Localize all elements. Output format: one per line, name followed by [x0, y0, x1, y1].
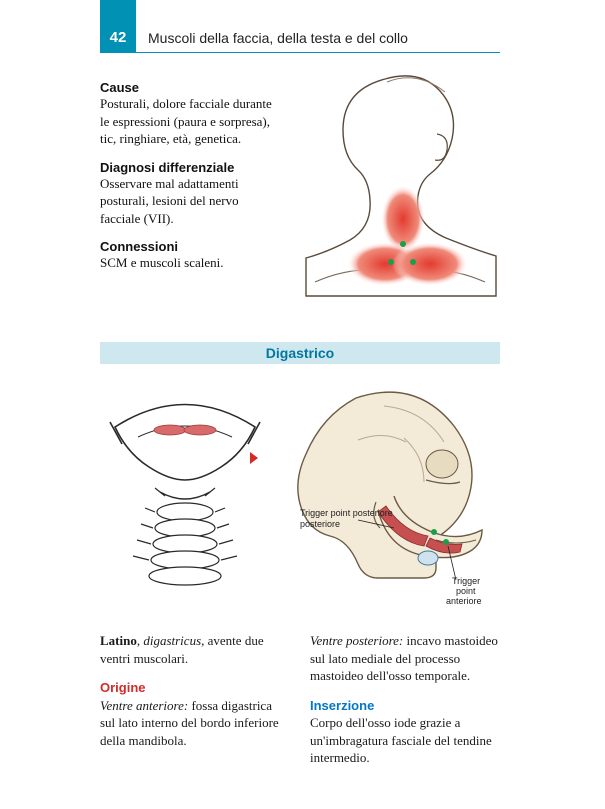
digastric-fossa: [184, 425, 216, 435]
trigger-point-dot: [388, 259, 394, 265]
tp-posterior-label-2: posteriore: [300, 519, 340, 529]
origine-italic: Ventre anteriore:: [100, 698, 188, 713]
section-title-band: Digastrico: [100, 342, 500, 364]
origine-heading: Origine: [100, 679, 290, 697]
bottom-columns: Latino, digastricus, avente due ventri m…: [100, 632, 500, 767]
page-number: 42: [100, 22, 136, 52]
mandible-illustration: [100, 392, 270, 587]
inserzione-text: Corpo dell'osso iode grazie a un'imbraga…: [310, 714, 500, 767]
red-marker-icon: [250, 452, 258, 464]
mandible-arch: [115, 405, 255, 481]
neck-pain-illustration: [295, 64, 505, 309]
trigger-point-dot: [400, 241, 406, 247]
hyoid-outline: [160, 492, 210, 499]
bottom-col-right: Ventre posteriore: incavo mastoideo sul …: [310, 632, 500, 767]
bottom-col-left: Latino, digastricus, avente due ventri m…: [100, 632, 290, 767]
illustration-row: Trigger point posteriore posteriore Trig…: [100, 380, 500, 610]
digastric-fossa: [154, 425, 186, 435]
diagnosi-heading: Diagnosi differenziale: [100, 160, 280, 175]
connessioni-text: SCM e muscoli scaleni.: [100, 254, 280, 272]
hyoid-horn: [155, 488, 215, 496]
trigger-point-dot: [431, 529, 437, 535]
ventre-italic: Ventre posteriore:: [310, 633, 403, 648]
tp-posterior-label-1: Trigger point posteriore: [300, 508, 393, 518]
pain-zone: [392, 242, 468, 286]
latino-label: Latino: [100, 633, 137, 648]
header-tab: [100, 0, 136, 22]
page-header: 42 Muscoli della faccia, della testa e d…: [0, 0, 605, 72]
skull-lateral-illustration: Trigger point posteriore posteriore Trig…: [286, 380, 500, 605]
tp-anterior-label-1: Trigger: [452, 576, 480, 586]
cervical-vertebrae: [149, 503, 221, 585]
diagnosi-text: Osservare mal adattamenti posturali, les…: [100, 175, 280, 228]
chapter-title: Muscoli della faccia, della testa e del …: [148, 30, 408, 46]
connessioni-heading: Connessioni: [100, 239, 280, 254]
tp-anterior-label-3: anteriore: [446, 596, 482, 605]
trigger-point-dot: [443, 539, 449, 545]
orbit: [426, 450, 458, 478]
top-left-column: Cause Posturali, dolore facciale durante…: [100, 72, 280, 272]
cause-heading: Cause: [100, 80, 280, 95]
header-rule: [100, 52, 500, 53]
page: 42 Muscoli della faccia, della testa e d…: [0, 0, 605, 809]
hyoid-sling: [418, 551, 438, 565]
latino-italic: digastricus: [143, 633, 201, 648]
origine-text: Ventre anteriore: fossa digastrica sul l…: [100, 697, 290, 750]
cause-text: Posturali, dolore facciale durante le es…: [100, 95, 280, 148]
trigger-point-dot: [410, 259, 416, 265]
tp-anterior-label-2: point: [456, 586, 476, 596]
inserzione-heading: Inserzione: [310, 697, 500, 715]
ventre-posteriore-text: Ventre posteriore: incavo mastoideo sul …: [310, 632, 500, 685]
latino-text: Latino, digastricus, avente due ventri m…: [100, 632, 290, 667]
